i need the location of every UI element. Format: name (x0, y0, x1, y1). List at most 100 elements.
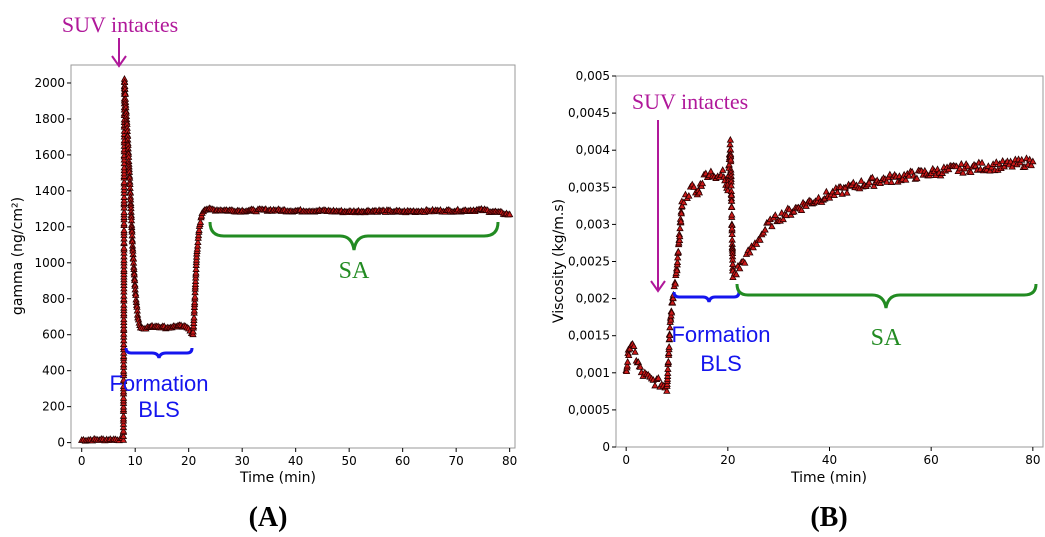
data-point (746, 248, 754, 256)
data-point (1008, 162, 1016, 170)
data-point (669, 294, 677, 302)
y-tick-label: 200 (42, 400, 65, 414)
data-point (120, 238, 128, 246)
data-point (675, 236, 684, 244)
data-point (664, 357, 673, 365)
data-point (120, 352, 128, 359)
data-point (768, 222, 776, 230)
x-tick-label: 80 (502, 454, 517, 468)
data-point (883, 178, 891, 185)
data-point (668, 298, 677, 306)
data-point (665, 343, 673, 350)
data-point (664, 365, 672, 372)
data-point (192, 265, 200, 272)
data-point (665, 349, 673, 356)
panel-b-y-ticks: 0 0,0005 0,001 0,0015 0,002 0,0025 0,003 0,0035… (568, 69, 616, 454)
y-tick-label: 0 (57, 436, 65, 450)
data-point (677, 209, 686, 217)
panel-b-chart: 0 0,0005 0,001 0,0015 0,002 0,0025 0,003 0,0035… (551, 69, 1044, 533)
data-point (189, 327, 197, 335)
y-tick-label: 1400 (34, 184, 65, 198)
panel-b-label: (B) (810, 502, 847, 533)
data-point (671, 279, 680, 287)
y-tick-label: 0,003 (576, 217, 610, 231)
data-point (797, 206, 806, 213)
panel-b-data-points (622, 135, 1037, 394)
data-point (978, 158, 986, 166)
data-point (119, 423, 128, 431)
y-tick-label: 1600 (34, 148, 65, 162)
data-point (865, 178, 873, 186)
data-point (194, 238, 202, 245)
data-point (120, 348, 128, 356)
data-point (120, 183, 128, 190)
data-point (191, 277, 200, 285)
data-point (663, 387, 671, 394)
data-point (120, 284, 128, 292)
panel-b-x-ticks: 0 20 40 60 80 (622, 447, 1040, 467)
data-point (192, 268, 200, 276)
panel-a-data-points (78, 75, 514, 444)
data-point (190, 298, 199, 306)
data-point (119, 436, 128, 443)
y-tick-label: 0 (602, 440, 610, 454)
panel-b-suv-arrow-head (650, 280, 666, 293)
data-point (673, 258, 682, 266)
data-point (193, 241, 202, 249)
data-point (967, 168, 975, 175)
panel-b-plot-frame (615, 75, 1044, 448)
y-tick-label: 0,0015 (568, 329, 610, 343)
data-point (630, 342, 638, 349)
data-point (120, 287, 128, 295)
y-tick-label: 0,0025 (568, 255, 610, 269)
data-point (119, 432, 128, 440)
data-point (191, 288, 199, 296)
data-point (194, 231, 203, 239)
data-point (676, 224, 684, 232)
data-point (120, 252, 128, 260)
data-point (636, 363, 645, 370)
data-point (667, 315, 675, 323)
panel-a-formation-label: Formation (109, 371, 208, 396)
panel-a-bls-label: BLS (138, 397, 180, 422)
data-point (732, 270, 740, 278)
data-point (690, 183, 698, 190)
panel-a-y-axis-label: gamma (ng/cm²) (10, 197, 26, 315)
data-point (779, 215, 787, 223)
panel-a-suv-arrow-head (111, 55, 127, 68)
data-point (664, 369, 672, 376)
x-tick-label: 0 (78, 454, 86, 468)
data-point (677, 217, 685, 225)
x-tick-label: 10 (128, 454, 143, 468)
panel-b-suv-label: SUV intactes (632, 89, 748, 114)
panel-a-bls-brace (124, 347, 194, 359)
data-point (120, 340, 128, 348)
data-point (1029, 157, 1037, 165)
data-point (726, 135, 735, 143)
data-point (120, 324, 128, 332)
x-tick-label: 40 (822, 453, 837, 467)
data-point (749, 243, 757, 251)
data-point (120, 234, 128, 242)
data-point (195, 226, 203, 233)
x-tick-label: 20 (720, 453, 735, 467)
data-point (119, 382, 128, 389)
data-point (741, 258, 749, 266)
data-point (1025, 155, 1034, 163)
x-tick-label: 20 (181, 454, 196, 468)
data-point (119, 402, 128, 410)
data-point (685, 191, 693, 199)
panel-b-x-axis-label: Time (min) (790, 470, 867, 486)
data-point (120, 203, 128, 211)
data-point (120, 208, 128, 216)
data-point (998, 157, 1007, 164)
y-tick-label: 1000 (34, 256, 65, 270)
data-point (964, 162, 972, 170)
data-point (725, 160, 733, 168)
panel-a-sa-label: SA (339, 258, 370, 284)
data-point (1027, 161, 1035, 169)
y-tick-label: 0,005 (576, 69, 610, 83)
data-point (785, 205, 794, 213)
y-tick-label: 2000 (34, 76, 65, 90)
